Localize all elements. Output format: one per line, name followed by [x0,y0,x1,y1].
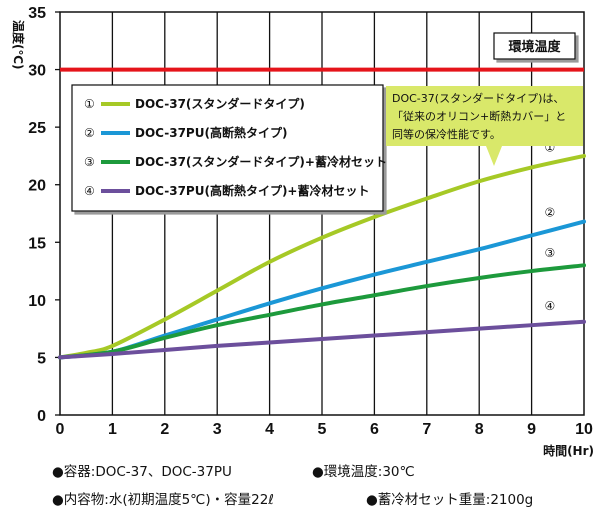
y-axis-ticks: 0 5 10 15 20 25 30 35 [28,5,60,425]
y-tick-label: 10 [28,293,46,310]
x-tick-label: 4 [265,421,274,438]
y-axis-title: 温度(℃) [11,20,26,70]
legend-label: DOC-37PU(高断熱タイプ)+蓄冷材セット [135,183,370,198]
y-tick-label: 30 [28,63,46,80]
x-tick-label: 0 [56,421,65,438]
series-number-label: ④ [545,299,556,313]
callout-bubble [386,86,583,166]
callout-line: 「従来のオリコン+断熱カバー」と [392,109,566,123]
series-number-label: ② [545,206,556,220]
x-tick-label: 3 [213,421,222,438]
x-tick-label: 1 [108,421,117,438]
y-tick-label: 15 [28,235,46,252]
legend-label: DOC-37(スタンダードタイプ)+蓄冷材セット [135,154,387,169]
series-curves [58,153,586,360]
callout-line: 同等の保冷性能です。 [392,127,501,141]
series-number-label: ③ [545,246,556,260]
legend: ① DOC-37(スタンダードタイプ) ② DOC-37PU(高断熱タイプ) ③ DOC-… [84,96,387,198]
legend-marker: ① [84,97,95,111]
footnote-contents: ●内容物:水(初期温度5℃)・容量22ℓ [52,492,274,508]
callout-line: DOC-37(スタンダードタイプ)は、 [392,91,564,105]
legend-marker: ④ [84,184,95,198]
x-tick-label: 5 [318,421,327,438]
x-tick-label: 7 [422,421,431,438]
legend-marker: ③ [84,155,95,169]
curve-number-labels: ① ② ③ ④ [545,140,556,313]
x-tick-label: 2 [160,421,169,438]
series-line-4 [58,319,586,360]
x-tick-label: 10 [575,421,593,438]
x-axis-ticks: 0 1 2 3 4 5 6 7 8 9 10 [56,421,593,438]
series-number-label: ① [545,140,556,154]
footnote-cold-pack: ●蓄冷材セット重量:2100g [366,492,534,508]
x-axis-title: 時間(Hr) [543,443,594,458]
y-tick-label: 0 [37,408,46,425]
y-tick-label: 5 [37,350,46,367]
series-line-3 [58,263,586,360]
x-tick-label: 9 [527,421,536,438]
x-tick-label: 6 [370,421,379,438]
env-temperature-label: 環境温度 [508,39,561,55]
y-tick-label: 20 [28,178,46,195]
y-tick-label: 35 [28,5,46,22]
legend-label: DOC-37PU(高断熱タイプ) [135,125,287,140]
x-tick-label: 8 [475,421,484,438]
y-tick-label: 25 [28,120,46,137]
legend-marker: ② [84,126,95,140]
footnote-env-temp: ●環境温度:30℃ [312,464,415,480]
legend-label: DOC-37(スタンダードタイプ) [135,96,305,111]
footnote-container: ●容器:DOC-37、DOC-37PU [52,464,232,480]
env-temperature-label-box [493,32,576,60]
callout-text: DOC-37(スタンダードタイプ)は、「従来のオリコン+断熱カバー」と同等の保冷… [392,91,566,141]
series-line-1 [58,153,586,360]
